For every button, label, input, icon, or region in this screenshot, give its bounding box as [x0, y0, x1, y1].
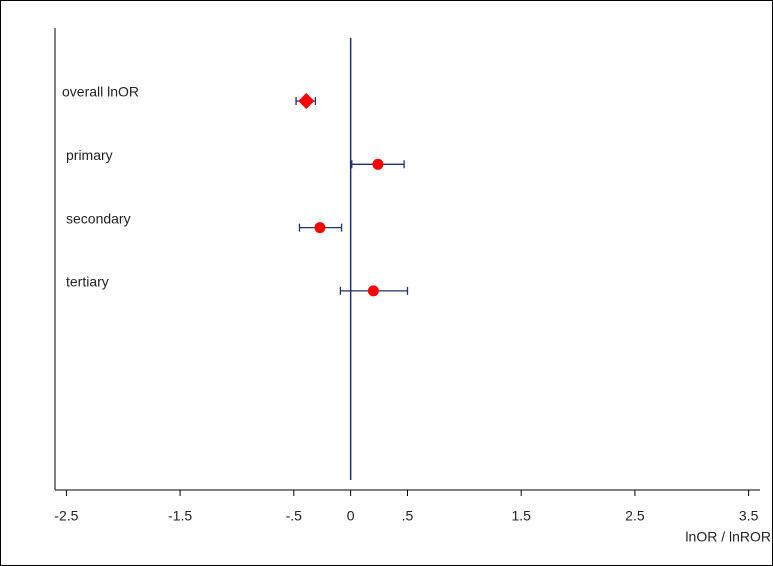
- x-tick-label: 2.5: [625, 508, 645, 524]
- row-label: tertiary: [66, 274, 109, 290]
- x-axis-label: lnOR / lnROR: [685, 529, 771, 545]
- point-marker: [372, 158, 384, 170]
- x-tick-label: -.5: [286, 508, 303, 524]
- x-tick-label: 0: [347, 508, 355, 524]
- x-tick-label: .5: [402, 508, 414, 524]
- x-tick-label: -1.5: [168, 508, 192, 524]
- point-marker: [367, 285, 379, 297]
- x-tick-label: -2.5: [54, 508, 78, 524]
- row-label: overall lnOR: [62, 84, 139, 100]
- row-label: primary: [66, 147, 113, 163]
- x-tick-label: 3.5: [739, 508, 759, 524]
- x-tick-label: 1.5: [511, 508, 531, 524]
- point-marker: [298, 93, 315, 109]
- row-label: secondary: [66, 210, 131, 226]
- point-marker: [314, 222, 326, 234]
